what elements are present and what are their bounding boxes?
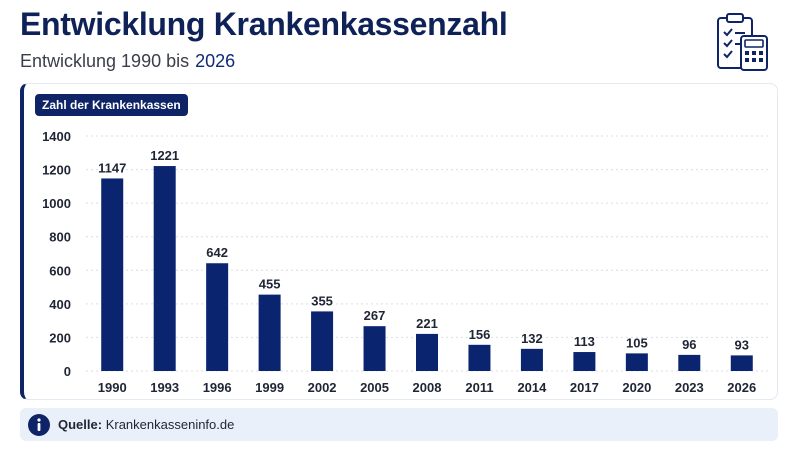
y-tick-label: 1400 bbox=[42, 129, 71, 144]
bar bbox=[363, 326, 386, 371]
bar bbox=[153, 166, 176, 371]
data-label: 455 bbox=[259, 277, 281, 292]
x-tick-label: 1996 bbox=[203, 380, 232, 395]
page-subtitle: Entwicklung 1990 bis 2026 bbox=[20, 51, 235, 72]
data-label: 1147 bbox=[98, 160, 126, 175]
data-label: 105 bbox=[626, 335, 648, 350]
bar bbox=[468, 344, 491, 371]
bar bbox=[678, 354, 701, 371]
bar bbox=[101, 178, 124, 371]
x-tick-label: 1990 bbox=[98, 380, 127, 395]
x-tick-label: 1993 bbox=[150, 380, 179, 395]
y-tick-label: 600 bbox=[49, 263, 71, 278]
x-tick-label: 2005 bbox=[360, 380, 389, 395]
bar bbox=[416, 333, 438, 371]
data-label: 96 bbox=[682, 337, 696, 352]
bar bbox=[311, 311, 334, 371]
source-label: Quelle: bbox=[58, 417, 103, 432]
data-label: 93 bbox=[735, 337, 749, 352]
x-tick-label: 1999 bbox=[255, 380, 284, 395]
x-tick-label: 2023 bbox=[675, 380, 704, 395]
source-text: Quelle: Krankenkasseninfo.de bbox=[58, 408, 234, 441]
info-icon bbox=[28, 414, 50, 436]
y-tick-label: 800 bbox=[49, 230, 71, 245]
x-tick-label: 2002 bbox=[308, 380, 337, 395]
x-tick-label: 2026 bbox=[727, 380, 756, 395]
data-label: 642 bbox=[206, 245, 228, 260]
y-tick-label: 400 bbox=[49, 297, 71, 312]
x-tick-label: 2008 bbox=[413, 380, 442, 395]
bar bbox=[625, 353, 648, 371]
x-tick-label: 2014 bbox=[517, 380, 547, 395]
x-tick-label: 2017 bbox=[570, 380, 599, 395]
subtitle-year: 2026 bbox=[195, 51, 236, 71]
data-label: 156 bbox=[469, 327, 491, 342]
data-label: 132 bbox=[521, 331, 543, 346]
data-label: 113 bbox=[574, 334, 595, 349]
data-label: 355 bbox=[311, 293, 333, 308]
subtitle-text: Entwicklung 1990 bis bbox=[20, 51, 190, 71]
y-tick-label: 1200 bbox=[42, 163, 71, 178]
x-tick-label: 2011 bbox=[465, 380, 493, 395]
x-tick-label: 2020 bbox=[622, 380, 651, 395]
bar bbox=[730, 355, 753, 371]
y-tick-label: 0 bbox=[64, 364, 71, 379]
source-value: Krankenkasseninfo.de bbox=[105, 417, 235, 432]
bar bbox=[206, 263, 229, 371]
source-bar: Quelle: Krankenkasseninfo.de bbox=[20, 408, 778, 441]
y-tick-label: 1000 bbox=[42, 196, 71, 211]
page-title: Entwicklung Krankenkassenzahl bbox=[20, 6, 508, 42]
checklist-calculator-icon bbox=[717, 13, 768, 71]
y-tick-label: 200 bbox=[49, 330, 71, 345]
chart-label-badge: Zahl der Krankenkassen bbox=[35, 94, 188, 116]
data-label: 1221 bbox=[150, 148, 179, 163]
data-label: 221 bbox=[416, 316, 438, 331]
data-label: 267 bbox=[364, 308, 386, 323]
bar bbox=[520, 348, 543, 371]
bar bbox=[258, 294, 281, 371]
bar bbox=[573, 352, 596, 371]
